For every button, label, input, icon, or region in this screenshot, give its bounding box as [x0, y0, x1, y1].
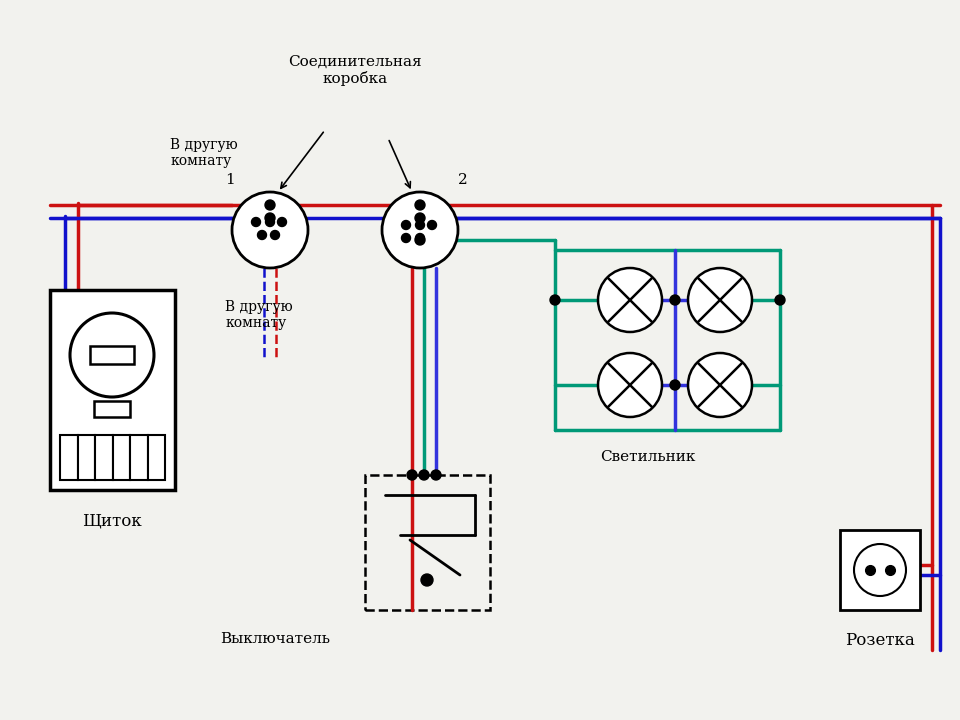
Circle shape — [266, 217, 275, 227]
Circle shape — [427, 220, 437, 230]
Text: 1: 1 — [226, 173, 235, 187]
Bar — [94, 401, 130, 417]
Circle shape — [419, 470, 429, 480]
Bar — [60, 435, 78, 480]
Text: Соединительная
коробка: Соединительная коробка — [288, 55, 421, 86]
Circle shape — [688, 353, 752, 417]
Bar — [90, 346, 134, 364]
Text: Выключатель: Выключатель — [220, 632, 330, 646]
Circle shape — [401, 220, 411, 230]
Text: Щиток: Щиток — [83, 512, 142, 529]
Bar — [840, 530, 920, 610]
Bar — [50, 290, 175, 490]
Circle shape — [232, 192, 308, 268]
Circle shape — [598, 353, 662, 417]
Circle shape — [688, 268, 752, 332]
Circle shape — [670, 295, 680, 305]
Circle shape — [415, 213, 425, 223]
Bar — [112, 435, 130, 480]
Circle shape — [382, 192, 458, 268]
Bar — [95, 435, 112, 480]
Circle shape — [407, 470, 417, 480]
Circle shape — [271, 230, 279, 240]
Circle shape — [265, 200, 275, 210]
Bar — [365, 475, 490, 610]
Circle shape — [775, 295, 785, 305]
Circle shape — [70, 313, 154, 397]
Bar — [130, 435, 148, 480]
Circle shape — [277, 217, 286, 227]
Bar — [148, 435, 165, 480]
Circle shape — [416, 233, 424, 243]
Text: 2: 2 — [458, 173, 468, 187]
Circle shape — [598, 268, 662, 332]
Circle shape — [265, 213, 275, 223]
Bar — [78, 435, 95, 480]
Text: Розетка: Розетка — [845, 632, 915, 649]
Text: В другую
комнату: В другую комнату — [170, 138, 238, 168]
Circle shape — [415, 235, 425, 245]
Circle shape — [416, 220, 424, 230]
Circle shape — [257, 230, 267, 240]
Circle shape — [401, 233, 411, 243]
Circle shape — [431, 470, 441, 480]
Circle shape — [854, 544, 906, 596]
Circle shape — [670, 380, 680, 390]
Circle shape — [252, 217, 260, 227]
Circle shape — [550, 295, 560, 305]
Text: В другую
комнату: В другую комнату — [225, 300, 293, 330]
Circle shape — [421, 574, 433, 586]
Circle shape — [415, 200, 425, 210]
Text: Светильник: Светильник — [600, 450, 695, 464]
